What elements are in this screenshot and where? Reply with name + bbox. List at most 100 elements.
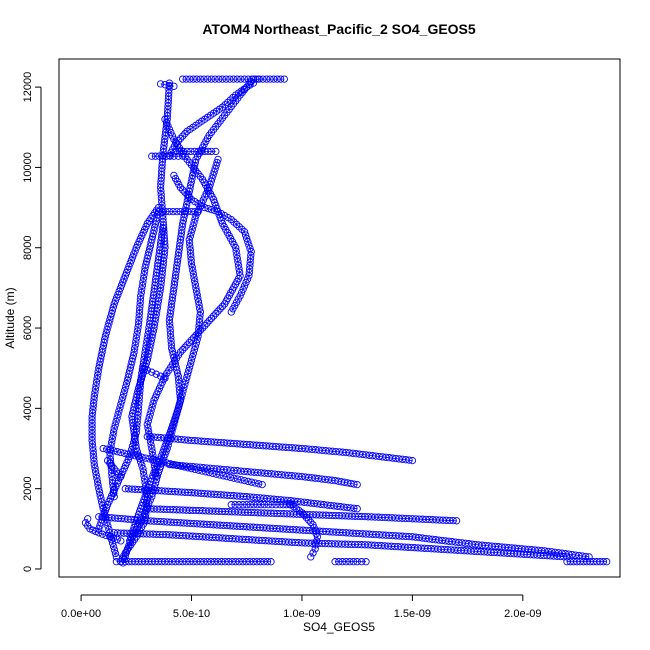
data-point (104, 322, 112, 331)
series-line (85, 518, 121, 542)
data-point (214, 207, 222, 216)
data-point (599, 558, 608, 566)
data-point (179, 346, 187, 354)
data-point (92, 378, 101, 386)
data-point (129, 351, 138, 359)
series (165, 460, 361, 489)
data-point (149, 471, 157, 480)
series (148, 152, 187, 160)
data-point (157, 190, 165, 199)
data-point (211, 206, 219, 215)
data-point (215, 75, 223, 83)
data-point (91, 464, 99, 472)
data-point (194, 332, 202, 340)
data-point (189, 558, 197, 566)
data-point (170, 418, 178, 426)
data-point (190, 273, 198, 282)
data-point (195, 325, 203, 333)
data-point (242, 558, 250, 566)
data-point (230, 466, 238, 475)
data-point (300, 511, 308, 519)
data-point (205, 183, 213, 192)
data-point (185, 363, 194, 371)
data-point (130, 435, 139, 443)
data-point (114, 290, 122, 299)
data-point (266, 75, 274, 83)
data-point (134, 408, 142, 416)
series-line (103, 448, 263, 485)
data-point (246, 254, 255, 263)
data-point (563, 553, 571, 561)
data-point (133, 327, 142, 335)
data-point (134, 452, 143, 461)
data-point (110, 546, 119, 554)
data-point (207, 147, 216, 156)
data-point (226, 75, 234, 83)
data-point (186, 75, 194, 83)
data-point (207, 558, 215, 566)
data-point (172, 139, 180, 147)
data-point (212, 147, 220, 156)
data-point (135, 306, 144, 314)
data-point (249, 79, 258, 87)
data-point (246, 261, 254, 270)
data-point (95, 488, 104, 496)
data-point (207, 205, 216, 214)
data-point (151, 152, 160, 160)
data-point (185, 366, 193, 375)
data-point (235, 268, 244, 276)
data-point (91, 389, 99, 397)
data-point (187, 229, 195, 237)
data-point (106, 533, 114, 541)
data-point (346, 558, 354, 566)
data-point (267, 470, 276, 478)
data-point (167, 337, 175, 345)
data-point (247, 251, 255, 259)
series (95, 513, 593, 561)
data-point (141, 478, 149, 487)
data-point (179, 558, 187, 566)
data-point (153, 304, 161, 312)
data-point (102, 531, 110, 540)
data-point (165, 81, 174, 90)
y-axis-label: Altitude (m) (3, 287, 17, 348)
data-point (560, 553, 568, 561)
data-point (135, 309, 143, 318)
data-point (239, 501, 247, 509)
data-point (204, 204, 212, 213)
data-point (144, 327, 153, 335)
data-point (224, 558, 233, 566)
data-point (246, 244, 254, 253)
data-point (186, 558, 194, 566)
data-point (133, 421, 141, 430)
data-point (212, 309, 220, 318)
data-point (174, 152, 182, 160)
data-point (237, 288, 246, 297)
data-point (145, 413, 153, 422)
data-point (146, 410, 154, 418)
data-point (120, 275, 128, 283)
data-point (127, 446, 136, 454)
data-point (251, 479, 259, 487)
data-point (125, 262, 133, 271)
data-point (200, 75, 208, 83)
data-point (90, 460, 98, 469)
data-point (102, 329, 110, 337)
data-point (184, 464, 192, 472)
data-point (194, 294, 202, 302)
data-point (155, 152, 163, 160)
data-point (116, 404, 124, 412)
data-point (240, 476, 249, 485)
data-point (106, 529, 114, 537)
data-point (90, 395, 98, 404)
data-point (128, 253, 137, 261)
data-point (154, 207, 163, 216)
data-point (136, 380, 145, 388)
data-point (161, 81, 169, 89)
y-tick-label: 6000 (22, 316, 34, 340)
data-point (135, 316, 143, 325)
data-point (93, 478, 102, 486)
data-point (243, 234, 251, 243)
data-point (164, 558, 173, 566)
data-point (313, 537, 321, 545)
